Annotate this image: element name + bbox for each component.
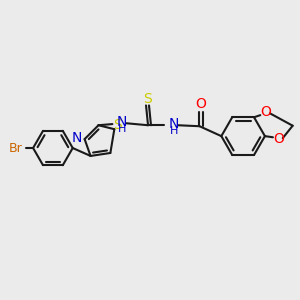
Text: N: N — [117, 115, 128, 129]
Text: H: H — [118, 124, 126, 134]
Text: Br: Br — [8, 142, 22, 154]
Text: O: O — [273, 132, 284, 146]
Text: H: H — [169, 126, 178, 136]
Text: N: N — [169, 117, 179, 131]
Text: O: O — [195, 98, 206, 111]
Text: N: N — [71, 131, 82, 145]
Text: O: O — [260, 105, 272, 119]
Text: S: S — [143, 92, 152, 106]
Text: S: S — [113, 118, 122, 132]
